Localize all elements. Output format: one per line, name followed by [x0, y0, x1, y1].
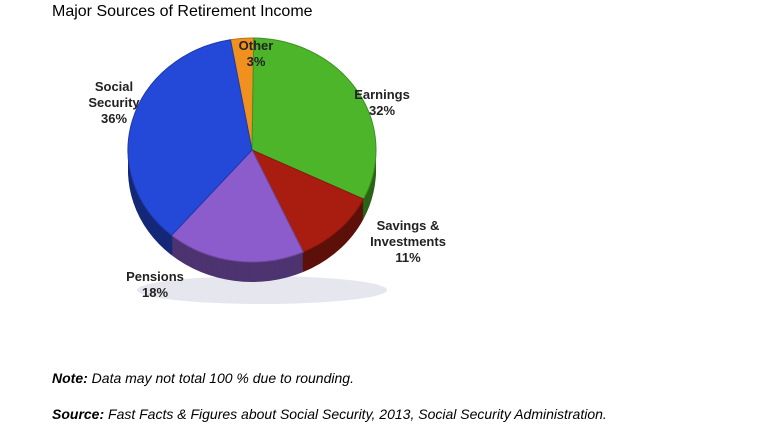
value-label: 11%	[395, 250, 421, 265]
value-label: 36%	[100, 111, 128, 126]
pie-slice	[127, 39, 253, 236]
category-name: Other	[238, 38, 274, 53]
slice-label: Savings & Investments 11%	[358, 218, 458, 266]
category-name: Social Security	[88, 79, 140, 110]
slice-label: Other 3%	[226, 38, 286, 70]
category-name: Earnings	[354, 87, 410, 102]
slice-label: Earnings 32%	[342, 87, 422, 119]
pie-slice	[250, 148, 365, 253]
value-label: 3%	[246, 54, 266, 69]
value-label: 18%	[141, 285, 169, 300]
category-name: Pensions	[126, 269, 184, 284]
slice-label: Social Security 36%	[79, 79, 149, 127]
slice-label: Pensions 18%	[115, 269, 195, 301]
chart	[127, 37, 387, 304]
source-label: Source:	[52, 406, 105, 422]
pie-slice	[170, 149, 304, 263]
shadow	[137, 276, 387, 304]
category-name: Savings & Investments	[370, 218, 446, 249]
value-label: 32%	[368, 103, 396, 118]
note-text: Data may not total 100 % due to rounding…	[91, 370, 354, 386]
source: Source: Fast Facts & Figures about Socia…	[52, 406, 607, 422]
pie-slice	[251, 37, 377, 200]
chart-title: Major Sources of Retirement Income	[52, 3, 313, 20]
note-label: Note:	[52, 370, 88, 386]
note: Note: Data may not total 100 % due to ro…	[52, 370, 354, 386]
source-text: Fast Facts & Figures about Social Securi…	[108, 406, 607, 422]
